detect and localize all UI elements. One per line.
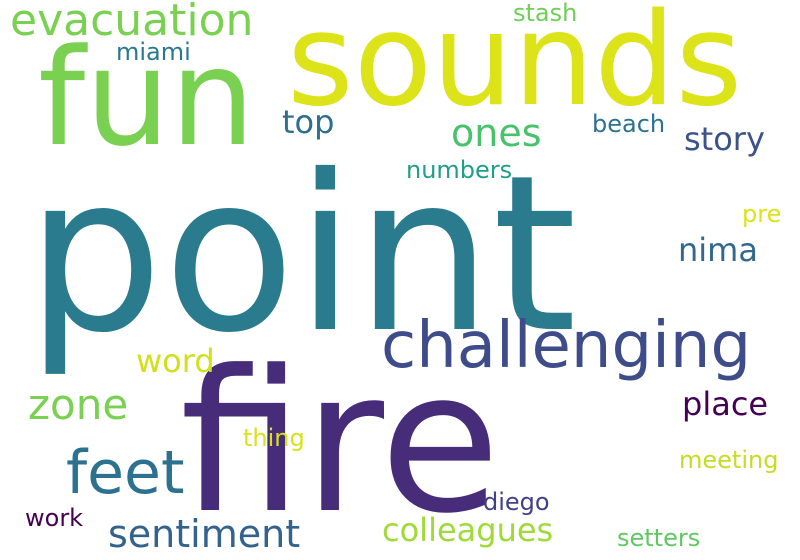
word-top: top [282, 103, 335, 141]
word-ones: ones [451, 111, 542, 155]
word-numbers: numbers [406, 156, 513, 184]
word-feet: feet [66, 438, 185, 508]
word-place: place [682, 385, 769, 423]
word-stash: stash [513, 0, 578, 27]
word-colleagues: colleagues [382, 511, 554, 549]
word-fun: fun [38, 20, 256, 176]
word-beach: beach [592, 110, 666, 138]
word-challenging: challenging [381, 309, 752, 383]
word-nima: nima [678, 231, 758, 269]
word-fire: fire [180, 329, 501, 557]
word-thing: thing [243, 424, 305, 452]
word-sounds: sounds [287, 0, 743, 135]
word-meeting: meeting [679, 446, 779, 474]
word-miami: miami [116, 38, 191, 66]
word-evacuation: evacuation [10, 0, 254, 46]
word-setters: setters [617, 524, 701, 552]
word-diego: diego [483, 488, 550, 516]
word-pre: pre [742, 200, 782, 228]
word-point: point [26, 129, 577, 380]
word-work: work [25, 504, 84, 532]
word-zone: zone [28, 380, 129, 429]
word-sentiment: sentiment [108, 512, 301, 556]
word-story: story [684, 120, 765, 158]
word-word: word [136, 342, 215, 380]
